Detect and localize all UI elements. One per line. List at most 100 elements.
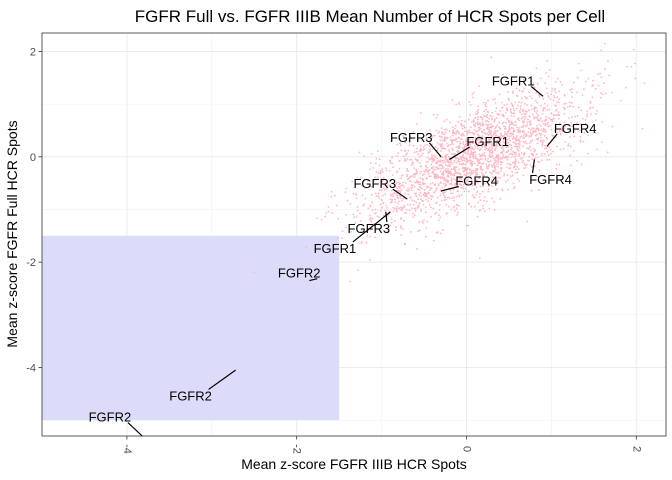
data-point [391, 166, 394, 169]
data-point [485, 102, 487, 104]
data-point [518, 154, 521, 157]
data-point [606, 151, 609, 154]
data-point [483, 144, 486, 147]
data-point [389, 198, 392, 201]
data-point [403, 160, 406, 162]
data-point [396, 143, 399, 146]
data-point [463, 147, 466, 149]
data-point [488, 142, 491, 145]
data-point [491, 197, 493, 200]
data-point [415, 159, 418, 162]
data-point [491, 185, 493, 188]
data-point [537, 128, 539, 131]
y-tick-label: -4 [26, 363, 36, 375]
data-point [501, 73, 504, 76]
data-point [492, 178, 495, 181]
data-point [392, 206, 395, 209]
data-point [489, 149, 491, 152]
data-point [469, 141, 472, 144]
data-point [440, 136, 443, 139]
data-point [519, 105, 522, 108]
data-point [515, 120, 517, 123]
data-point [493, 162, 496, 165]
data-point [589, 106, 592, 109]
data-point [464, 130, 466, 133]
data-point [494, 101, 497, 104]
data-point [484, 103, 487, 106]
data-point [506, 118, 508, 120]
data-point [392, 182, 395, 185]
data-point [408, 158, 411, 161]
data-point [540, 104, 542, 107]
data-point [580, 69, 582, 72]
data-point [486, 132, 489, 135]
data-point [414, 181, 417, 184]
data-point [418, 221, 420, 223]
data-point [480, 138, 483, 141]
data-point [448, 197, 451, 200]
data-point [484, 182, 486, 185]
data-point [533, 108, 536, 111]
data-point [510, 102, 513, 104]
data-point [447, 149, 450, 151]
data-point [428, 204, 431, 206]
data-point [456, 129, 459, 132]
data-point [579, 141, 582, 143]
data-point [529, 131, 532, 134]
data-point [477, 141, 480, 144]
data-point [506, 158, 509, 161]
data-point [360, 242, 363, 245]
data-point [481, 174, 484, 177]
data-point [587, 134, 590, 136]
data-point [596, 148, 598, 151]
data-point [470, 150, 473, 153]
data-point [539, 134, 542, 137]
data-point [535, 67, 538, 70]
data-point [379, 169, 382, 172]
data-point [501, 150, 503, 153]
data-point [533, 115, 535, 118]
data-point [403, 204, 406, 207]
data-point [572, 105, 575, 108]
data-point [384, 193, 386, 196]
data-point [439, 216, 442, 219]
data-point [469, 104, 472, 106]
data-point [551, 90, 553, 93]
data-point [498, 93, 501, 96]
data-point [435, 211, 438, 214]
label-connector [428, 142, 442, 158]
data-point [460, 138, 462, 140]
data-point [542, 98, 545, 100]
data-point [506, 109, 509, 112]
data-point [500, 132, 502, 135]
data-point [505, 180, 507, 183]
data-point [490, 156, 492, 159]
data-point [389, 193, 392, 196]
data-point [499, 176, 501, 179]
data-point [471, 140, 474, 143]
data-point [563, 127, 566, 130]
data-point [500, 157, 503, 160]
data-point [510, 114, 513, 117]
data-point [490, 130, 492, 133]
data-point [401, 199, 403, 202]
data-point [481, 118, 484, 121]
data-point [524, 110, 527, 113]
data-point [513, 155, 516, 158]
data-point [482, 121, 484, 123]
data-point [377, 223, 380, 225]
data-point [464, 140, 467, 143]
data-point [508, 119, 510, 122]
data-point [458, 194, 460, 197]
data-point [468, 156, 471, 159]
data-point [479, 199, 482, 202]
data-point [431, 156, 434, 158]
data-point [485, 176, 488, 179]
data-point [400, 189, 403, 192]
data-point [467, 130, 469, 133]
data-point [385, 167, 387, 170]
data-point [547, 125, 550, 128]
data-point [438, 164, 440, 167]
data-point [462, 187, 465, 190]
data-point [514, 101, 517, 104]
